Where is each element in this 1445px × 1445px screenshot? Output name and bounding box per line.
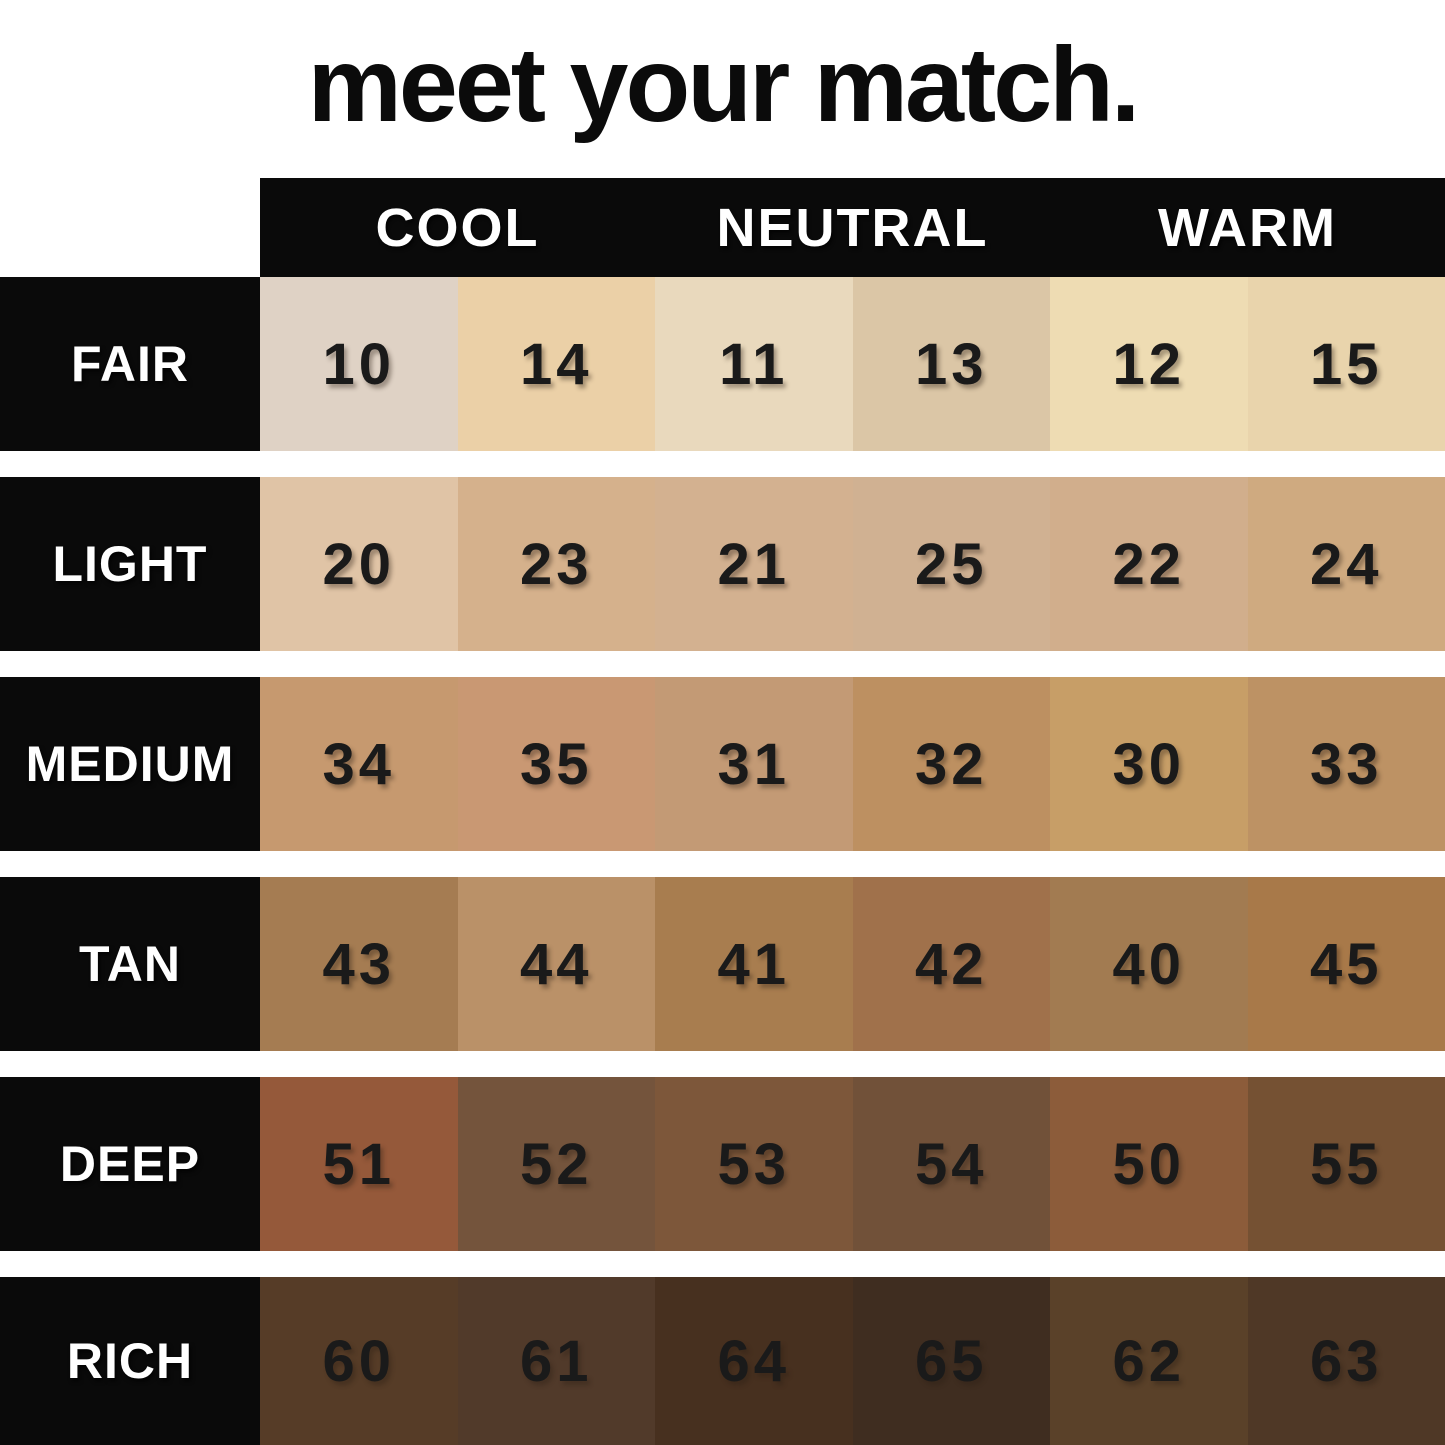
shade-swatch-62: 62: [1050, 1277, 1248, 1445]
shade-swatch-65: 65: [852, 1277, 1050, 1445]
shade-swatch-24: 24: [1247, 477, 1445, 651]
shade-swatch-10: 10: [260, 277, 458, 451]
shade-swatch-52: 52: [457, 1077, 655, 1251]
shade-swatch-35: 35: [457, 677, 655, 851]
shade-swatch-15: 15: [1247, 277, 1445, 451]
undertone-header: COOL NEUTRAL WARM: [260, 178, 1445, 277]
shade-row-fair: FAIR 10 14 11 13 12 15: [0, 277, 1445, 451]
undertone-header-neutral: NEUTRAL: [716, 197, 989, 258]
shade-swatch-25: 25: [852, 477, 1050, 651]
shade-swatch-14: 14: [457, 277, 655, 451]
shade-swatch-21: 21: [655, 477, 853, 651]
shade-swatch-12: 12: [1050, 277, 1248, 451]
shade-swatch-41: 41: [655, 877, 853, 1051]
row-label-light: LIGHT: [0, 477, 260, 651]
row-label-medium: MEDIUM: [0, 677, 260, 851]
shade-swatch-54: 54: [852, 1077, 1050, 1251]
shade-row-tan: TAN 43 44 41 42 40 45: [0, 877, 1445, 1051]
shade-swatch-45: 45: [1247, 877, 1445, 1051]
shade-swatch-22: 22: [1050, 477, 1248, 651]
shade-swatch-61: 61: [457, 1277, 655, 1445]
shade-swatch-63: 63: [1247, 1277, 1445, 1445]
shade-row-medium: MEDIUM 34 35 31 32 30 33: [0, 677, 1445, 851]
shade-swatch-42: 42: [852, 877, 1050, 1051]
shade-swatch-30: 30: [1050, 677, 1248, 851]
shade-swatch-60: 60: [260, 1277, 458, 1445]
shade-swatch-44: 44: [457, 877, 655, 1051]
shade-swatch-33: 33: [1247, 677, 1445, 851]
undertone-header-warm: WARM: [1158, 197, 1337, 258]
shade-swatch-51: 51: [260, 1077, 458, 1251]
shade-swatch-31: 31: [655, 677, 853, 851]
shade-swatch-11: 11: [655, 277, 853, 451]
shade-swatch-13: 13: [852, 277, 1050, 451]
shade-row-rich: RICH 60 61 64 65 62 63: [0, 1277, 1445, 1445]
shade-swatch-32: 32: [852, 677, 1050, 851]
row-label-fair: FAIR: [0, 277, 260, 451]
shade-swatch-53: 53: [655, 1077, 853, 1251]
row-label-rich: RICH: [0, 1277, 260, 1445]
shade-swatch-20: 20: [260, 477, 458, 651]
row-label-deep: DEEP: [0, 1077, 260, 1251]
shade-swatch-64: 64: [655, 1277, 853, 1445]
page-title: meet your match.: [307, 26, 1141, 144]
shade-swatch-50: 50: [1050, 1077, 1248, 1251]
shade-swatch-43: 43: [260, 877, 458, 1051]
shade-swatch-23: 23: [457, 477, 655, 651]
undertone-header-cool: COOL: [375, 197, 540, 258]
shade-row-light: LIGHT 20 23 21 25 22 24: [0, 477, 1445, 651]
row-label-tan: TAN: [0, 877, 260, 1051]
shade-row-deep: DEEP 51 52 53 54 50 55: [0, 1077, 1445, 1251]
shade-rows: FAIR 10 14 11 13 12 15 LIGHT 20 23 21 25 22 24 MEDIUM 3…: [0, 277, 1445, 1445]
shade-swatch-40: 40: [1050, 877, 1248, 1051]
shade-swatch-34: 34: [260, 677, 458, 851]
shade-swatch-55: 55: [1247, 1077, 1445, 1251]
